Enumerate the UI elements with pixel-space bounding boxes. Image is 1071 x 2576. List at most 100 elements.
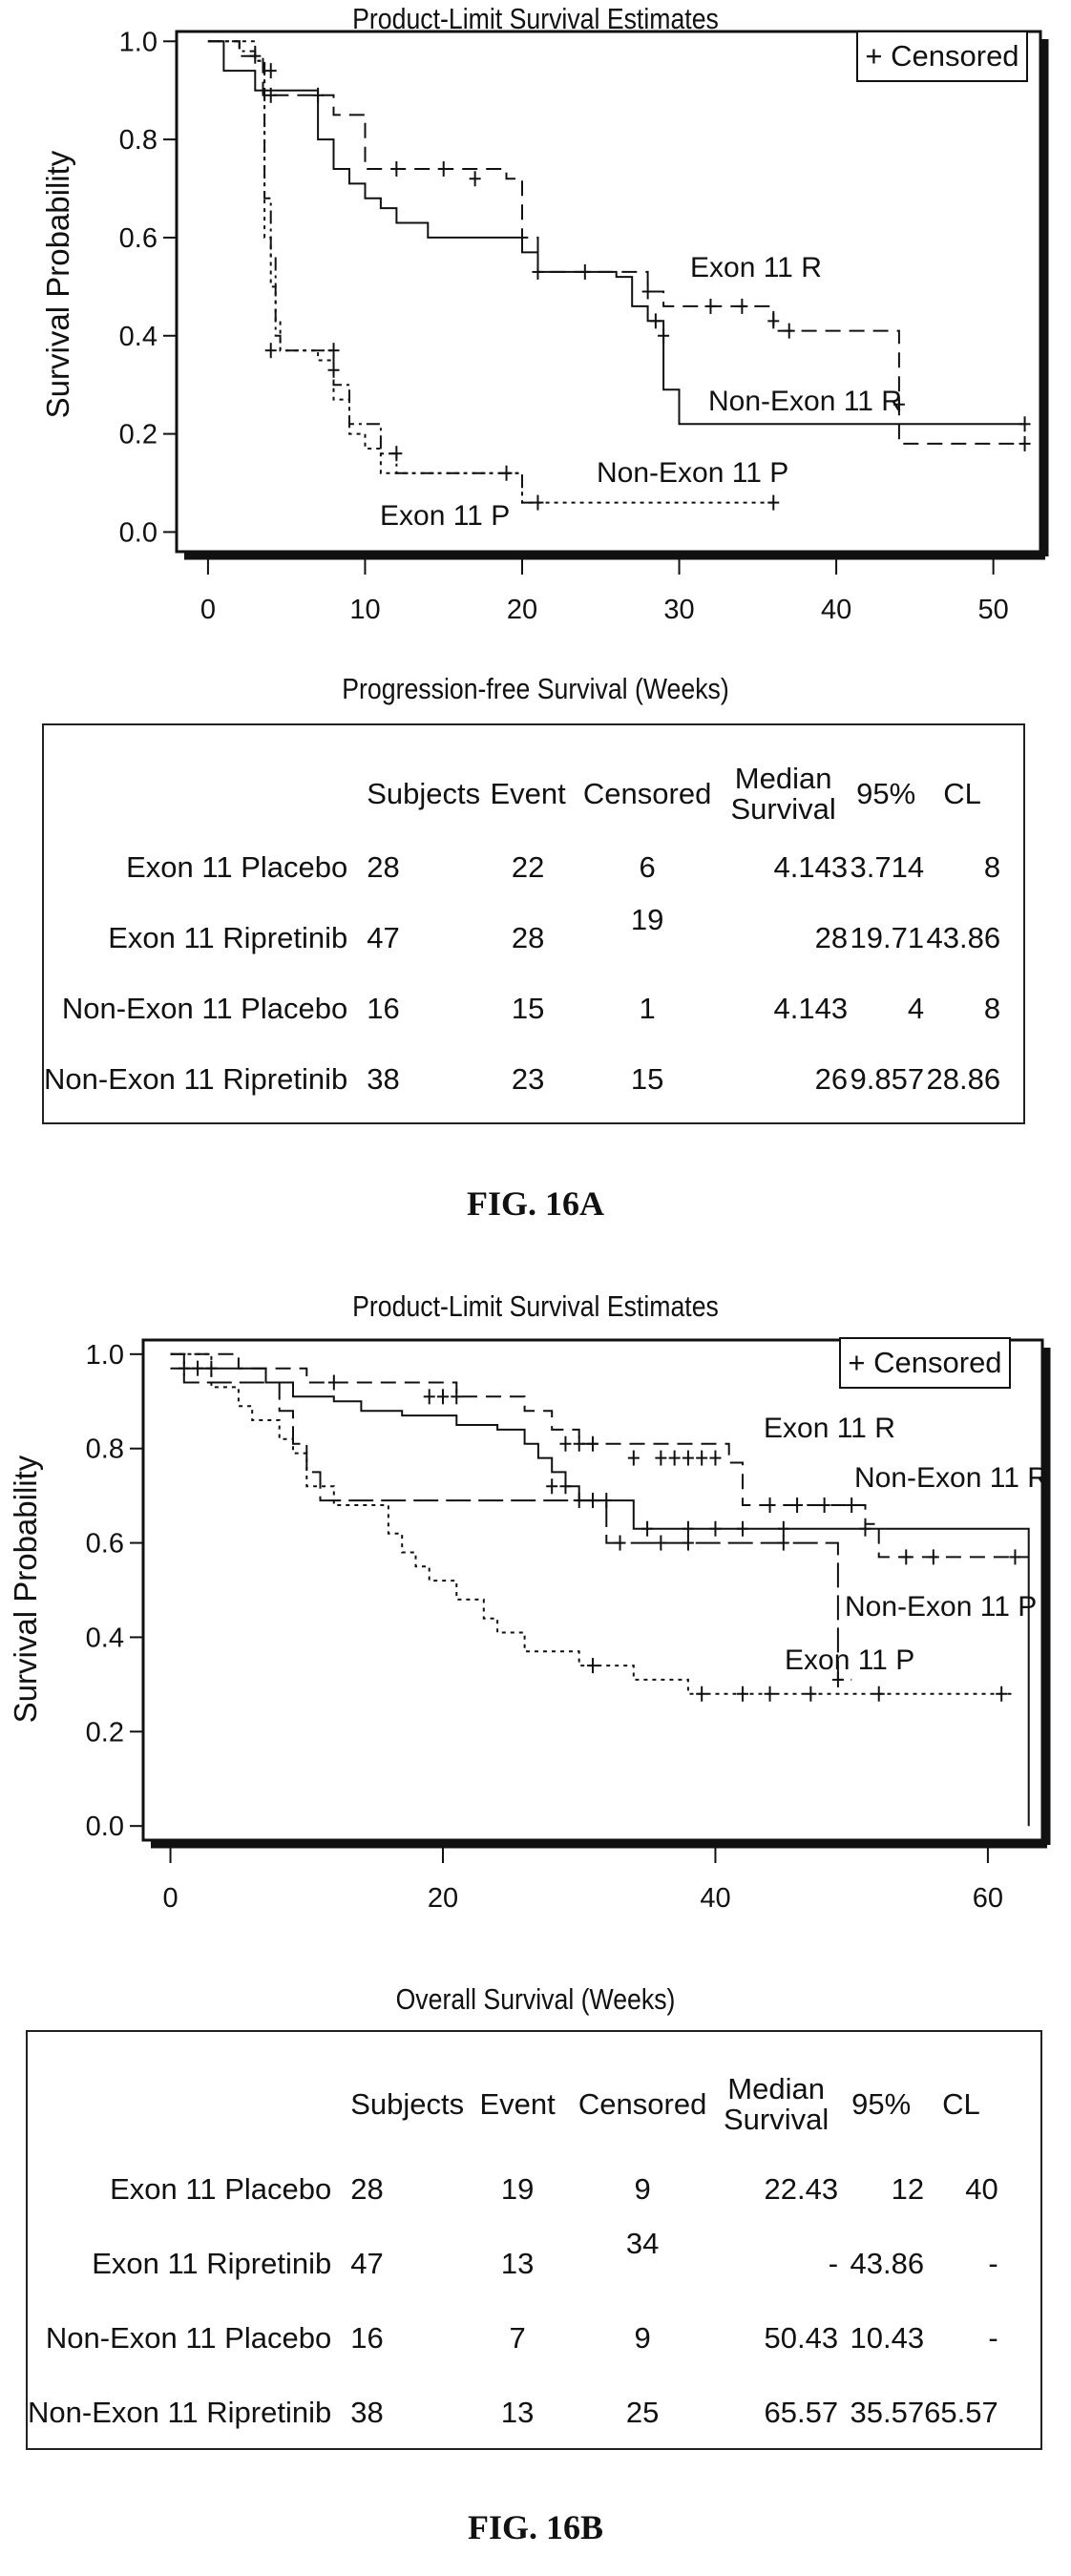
x-tick-label: 20: [507, 595, 537, 625]
y-tick-label: 0.2: [119, 420, 158, 450]
table-cell: 3.714: [850, 850, 925, 884]
legend-box: [839, 1337, 1011, 1389]
censored-mark: [696, 1450, 708, 1466]
series-line: [170, 1352, 852, 1681]
censored-mark: [390, 446, 403, 462]
series-line: [207, 40, 774, 504]
table-cell: 19: [630, 903, 664, 936]
table-cell: 25: [625, 2396, 660, 2429]
series-line: [207, 40, 538, 504]
table-cell: 28: [511, 921, 545, 954]
censored-mark: [655, 1450, 667, 1466]
row-group-name: Non-Exon 11 Placebo: [45, 2321, 332, 2355]
y-tick-label: 0.8: [119, 125, 158, 156]
censored-mark: [627, 1450, 640, 1466]
table-row: Non-Exon 11 Ripretinib 38 23 15 26 9.857 28.86: [44, 1044, 1000, 1115]
x-tick-label: 20: [428, 1883, 458, 1914]
series-line: [170, 1367, 1030, 1827]
table-cell: 35.57: [850, 2396, 925, 2429]
censored-mark: [831, 1671, 844, 1687]
censored-mark: [927, 1549, 939, 1565]
censored-mark: [327, 1374, 340, 1391]
y-tick-label: 0.6: [86, 1529, 124, 1560]
table-cell: 26: [814, 1062, 849, 1096]
table-row: Exon 11 Ripretinib 47 13 34-43.86-: [28, 2227, 998, 2301]
series-line: [170, 1352, 1016, 1695]
row-group-name: Exon 11 Ripretinib: [92, 2247, 332, 2280]
censored-mark: [709, 1520, 722, 1537]
table-cell: 19: [500, 2172, 535, 2206]
censored-mark: [767, 494, 780, 511]
table-cell: 38: [367, 1062, 400, 1096]
table-title-b: Overall Survival (Weeks): [395, 1982, 676, 2016]
censored-mark: [573, 1435, 585, 1452]
series-line: [207, 40, 1025, 445]
series-label: Exon 11 P: [785, 1644, 914, 1676]
table-cell: 23: [511, 1062, 545, 1096]
censored-mark: [767, 313, 780, 329]
row-group-name: Exon 11 Placebo: [126, 850, 348, 884]
table-cell: 16: [367, 992, 400, 1025]
x-tick-label: 0: [162, 1883, 178, 1914]
survival-chart-a: 0.0 0.2 0.4 0.6 0.8 1.0 0 10 20 30 40 50 Survival Pr…: [40, 27, 1049, 625]
censored-mark: [437, 160, 450, 177]
censored-mark: [658, 327, 670, 344]
censored-mark: [655, 1535, 667, 1551]
table-cell: 28.86: [926, 1062, 1001, 1096]
x-tick-label: 40: [821, 595, 851, 625]
table-header: 95%: [851, 2087, 912, 2121]
y-tick-label: 0.0: [119, 517, 158, 548]
censored-mark: [390, 160, 403, 177]
table-header: Censored: [578, 2087, 707, 2121]
table-cell: 43.86: [850, 2247, 925, 2280]
censored-mark: [859, 1520, 872, 1537]
table-header: Subjects: [367, 777, 481, 810]
table-header: Median Survival: [723, 2072, 830, 2136]
series-label: Non-Exon 11 P: [845, 1591, 1037, 1623]
censored-mark: [264, 63, 277, 79]
censored-mark: [818, 1497, 830, 1514]
table-cell: 4.143: [773, 992, 849, 1025]
table-cell: 34: [625, 2227, 660, 2260]
table-row: Non-Exon 11 Ripretinib 38 13 25 65.57 35.57 65…: [28, 2376, 998, 2450]
y-tick-label: 0.2: [86, 1717, 124, 1748]
censored-mark: [696, 1686, 708, 1702]
censored-mark: [469, 171, 481, 187]
y-tick-label: 0.4: [86, 1623, 124, 1653]
censored-mark: [559, 1478, 572, 1495]
censored-mark: [500, 465, 513, 481]
table-header: Subjects: [350, 2087, 465, 2121]
censored-mark: [614, 1535, 626, 1551]
summary-table-box-a: Subjects Event Censored Median Survival 95% C…: [42, 723, 1025, 1124]
censored-mark: [587, 1435, 598, 1452]
table-header-blank: [44, 756, 367, 832]
censored-mark: [709, 1450, 722, 1466]
row-group-name: Non-Exon 11 Ripretinib: [28, 2396, 332, 2429]
censored-mark: [996, 1686, 1008, 1702]
chart-title-a: Product-Limit Survival Estimates: [352, 2, 719, 35]
plot-frame: [175, 30, 1042, 554]
table-cell: 28: [350, 2172, 384, 2206]
table-cell: 22.43: [764, 2172, 839, 2206]
table-cell: 9: [634, 2321, 651, 2355]
table-cell: 9: [634, 2172, 651, 2206]
censored-mark: [559, 1435, 572, 1452]
table-cell: 6: [639, 850, 656, 884]
censored-mark: [1018, 435, 1031, 451]
censored-mark: [846, 1497, 858, 1514]
table-cell: 4: [907, 992, 925, 1025]
table-cell: 16: [350, 2321, 384, 2355]
censored-mark: [791, 1497, 804, 1514]
x-tick-label: 50: [978, 595, 1009, 625]
censored-mark: [764, 1497, 776, 1514]
censored-mark: [777, 1520, 789, 1537]
censored-mark: [682, 1535, 694, 1551]
chart-title-b: Product-Limit Survival Estimates: [352, 1289, 719, 1323]
censored-mark: [900, 1549, 913, 1565]
table-header-row: Subjects Event Censored Median Survival 95% C…: [28, 2057, 998, 2152]
x-tick-label: 0: [200, 595, 216, 625]
y-tick-label: 0.6: [119, 223, 158, 254]
series-line: [207, 40, 1025, 426]
censored-mark: [264, 343, 277, 359]
y-tick-label: 1.0: [119, 27, 158, 57]
